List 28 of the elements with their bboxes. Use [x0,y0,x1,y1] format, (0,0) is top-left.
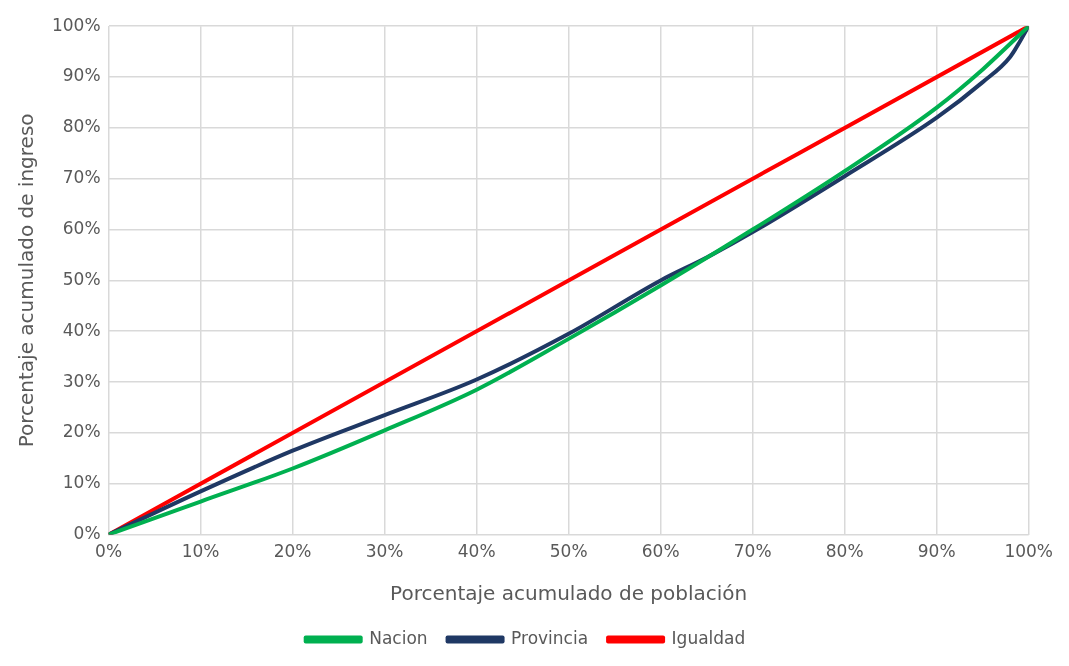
x-tick-label: 90% [917,541,956,562]
y-axis-title: Porcentaje acumulado de ingreso [14,113,39,448]
x-tick-label: 20% [273,541,312,562]
x-tick-label: 60% [641,541,680,562]
x-axis-title: Porcentaje acumulado de población [390,581,748,606]
x-tick-label: 50% [549,541,588,562]
y-tick-label: 50% [62,268,101,289]
x-tick-label: 0% [95,541,123,562]
y-tick-label: 60% [62,217,101,238]
y-tick-label: 20% [62,421,101,442]
legend-label: Igualdad [671,627,746,648]
y-tick-label: 0% [73,523,101,544]
x-tick-label: 30% [365,541,404,562]
y-tick-label: 100% [51,14,101,35]
legend-label: Nacion [369,627,428,648]
x-tick-label: 100% [1004,541,1053,562]
legend-label: Provincia [511,627,589,648]
x-tick-label: 70% [733,541,772,562]
x-tick-label: 80% [825,541,864,562]
x-tick-label: 40% [457,541,496,562]
y-tick-label: 80% [62,116,101,137]
y-tick-label: 40% [62,319,101,340]
y-tick-label: 70% [62,167,101,188]
y-tick-label: 90% [62,65,101,86]
y-tick-label: 10% [62,472,101,493]
y-tick-label: 30% [62,370,101,391]
line-series [108,26,1029,535]
x-tick-label: 10% [181,541,220,562]
